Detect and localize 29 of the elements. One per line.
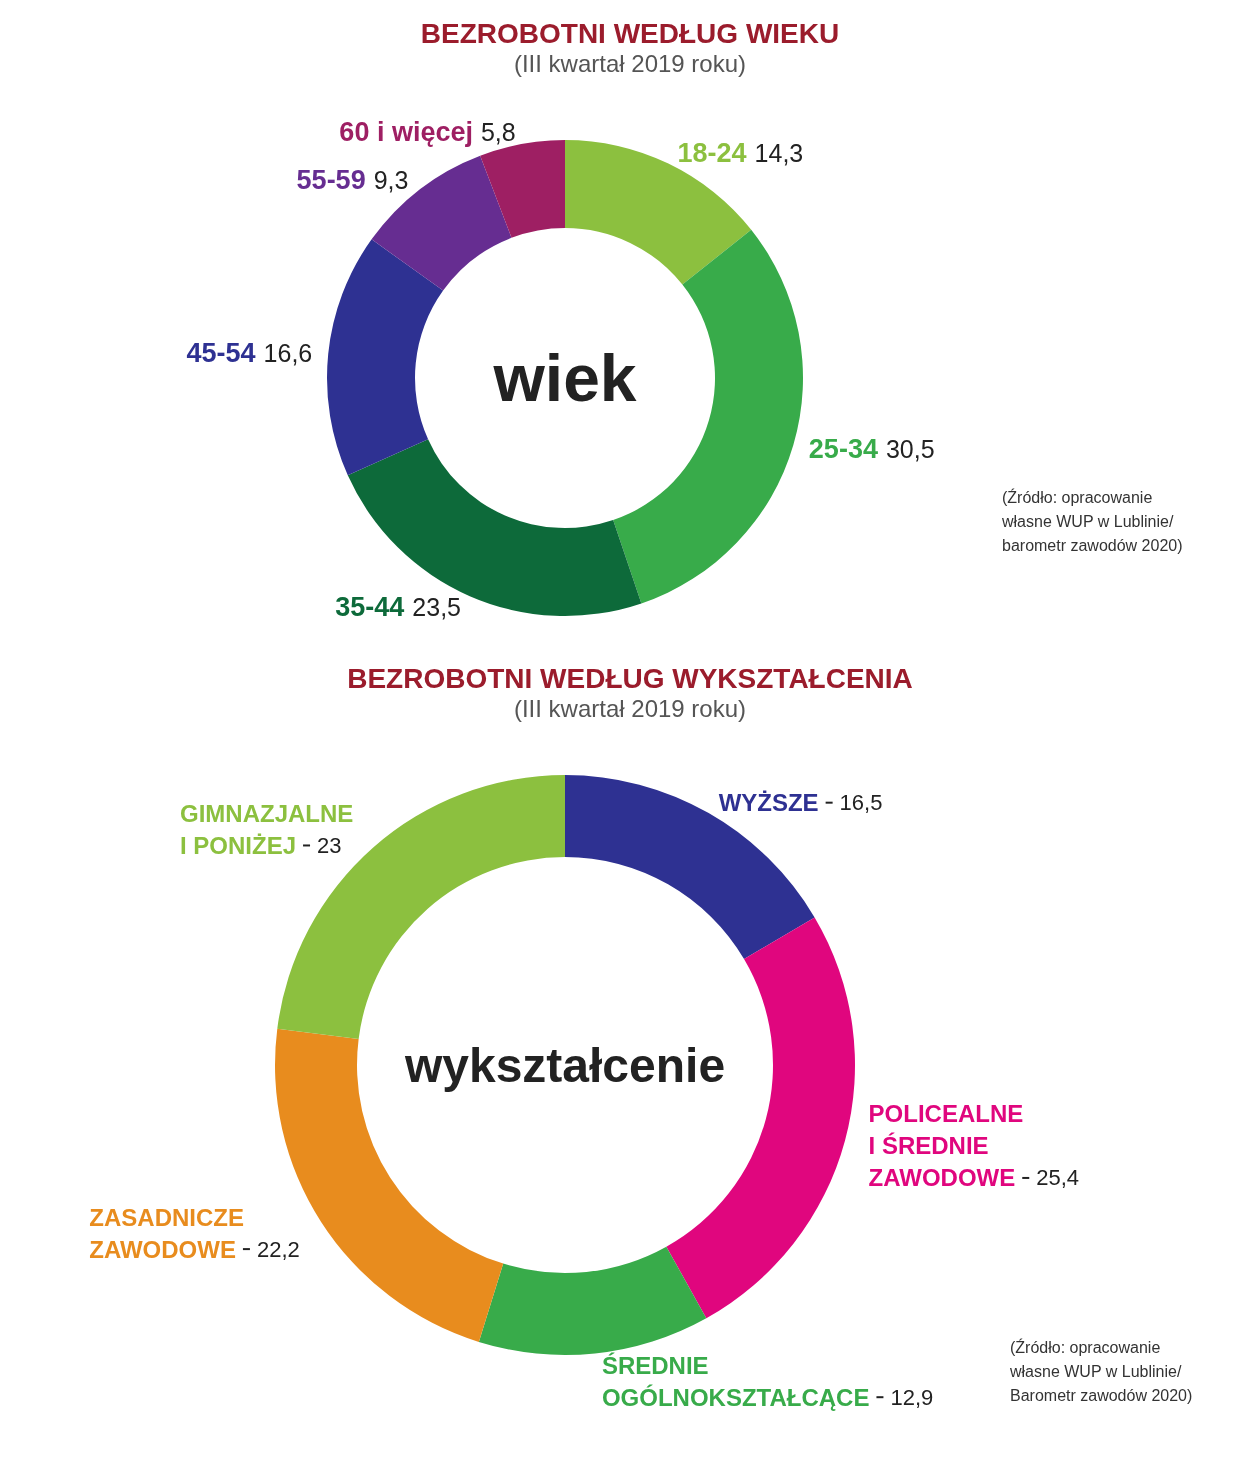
slice-label: WYŻSZE — [718, 789, 819, 817]
data-label: 30,5 — [885, 434, 935, 463]
text: wiek — [492, 341, 637, 415]
data-label: 16,5 — [839, 790, 883, 816]
slice-label: ŚREDNIE OGÓLNOKSZTAŁCĄCE — [601, 1351, 870, 1411]
slice-label: 35-44 — [335, 592, 405, 623]
data-label: 23,5 — [412, 593, 462, 622]
chart-subtitle: (III kwartał 2019 roku) — [513, 49, 747, 77]
slice-label: 45-54 — [186, 337, 256, 368]
data-label: 12,9 — [890, 1384, 934, 1410]
chart-title: BEZROBOTNI WEDŁUG WIEKU — [420, 17, 840, 49]
data-label: 9,3 — [373, 165, 409, 194]
chart-subtitle: (III kwartał 2019 roku) — [513, 694, 747, 722]
data-label: 14,3 — [754, 138, 804, 167]
chart-title: BEZROBOTNI WEDŁUG WYKSZTAŁCENIA — [347, 662, 913, 694]
data-label: 22,2 — [256, 1236, 300, 1262]
text: (Źródło: opracowanie własne WUP w Lublinie/ Barometr zawodów 2020) — [1009, 1337, 1193, 1404]
data-label: 16,6 — [263, 338, 313, 367]
slice-label: 18-24 — [677, 137, 747, 168]
text: (Źródło: opracowanie własne WUP w Lublinie/barometr zawodów 2020) — [1001, 487, 1183, 554]
slice-label: ZASADNICZE ZAWODOWE — [89, 1203, 244, 1263]
slice-label: 25-34 — [808, 433, 878, 464]
slice-label: 60 i więcej — [339, 117, 473, 148]
data-label: 5,8 — [480, 118, 516, 147]
data-label: 25,4 — [1036, 1165, 1080, 1191]
slice-label: POLICEALNE I ŚREDNIE ZAWODOWE — [868, 1100, 1024, 1192]
data-label: 23 — [317, 832, 342, 858]
slice-label: 55-59 — [296, 164, 366, 195]
text: wykształcenie — [403, 1038, 726, 1092]
